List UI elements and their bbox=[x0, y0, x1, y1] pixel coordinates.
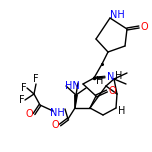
Text: O: O bbox=[108, 86, 116, 96]
Text: O: O bbox=[140, 22, 148, 32]
Text: F: F bbox=[33, 74, 39, 84]
Text: HN: HN bbox=[65, 81, 80, 91]
Text: NH: NH bbox=[50, 108, 64, 118]
Polygon shape bbox=[75, 95, 77, 108]
Text: NH: NH bbox=[110, 10, 124, 20]
Text: H: H bbox=[118, 106, 126, 116]
Text: F: F bbox=[19, 95, 25, 105]
Text: O: O bbox=[51, 120, 59, 130]
Text: O: O bbox=[25, 109, 33, 119]
Text: F: F bbox=[21, 83, 27, 93]
Text: N: N bbox=[107, 72, 115, 82]
Text: H: H bbox=[115, 71, 123, 81]
Text: H: H bbox=[96, 76, 104, 86]
